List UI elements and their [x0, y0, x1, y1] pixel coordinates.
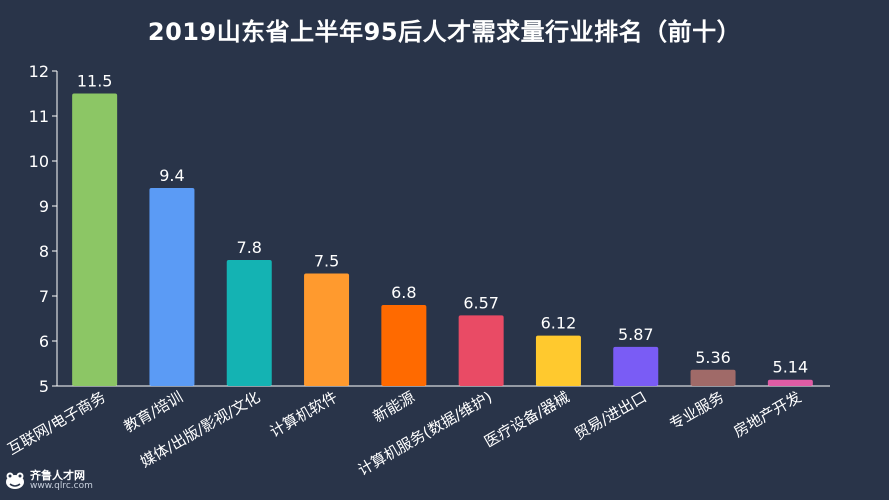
category-label: 互联网/电子商务: [4, 388, 108, 459]
category-label: 教育/培训: [121, 388, 186, 436]
bar: [690, 369, 736, 386]
category-label: 计算机软件: [267, 388, 341, 441]
y-tick-label: 8: [39, 242, 49, 261]
bar: [767, 379, 813, 386]
value-label: 7.8: [237, 238, 262, 257]
value-labels: 11.5 9.4 7.8 7.5 6.8 6.57 6.12 5.87 5.36 5.14: [77, 72, 808, 377]
value-label: 5.87: [618, 325, 654, 344]
y-tick-label: 10: [29, 152, 49, 171]
bar: [535, 335, 581, 386]
value-label: 5.14: [773, 358, 809, 377]
category-label: 专业服务: [666, 388, 727, 434]
value-label: 9.4: [159, 166, 184, 185]
bar: [458, 315, 504, 386]
chart-title: 2019山东省上半年95后人才需求量行业排名（前十）: [147, 18, 742, 46]
bar: [304, 273, 350, 386]
logo-name: 齐鲁人才网: [30, 469, 85, 482]
bar: [381, 305, 427, 386]
site-logo: 齐鲁人才网 www.qlrc.com: [4, 467, 124, 495]
category-label: 贸易/进出口: [571, 388, 649, 444]
logo-url: www.qlrc.com: [30, 481, 93, 491]
y-tick-label: 7: [39, 287, 49, 306]
category-label: 计算机服务(数据/维护): [355, 388, 495, 479]
y-tick-label: 9: [39, 197, 49, 216]
value-label: 7.5: [314, 252, 339, 271]
value-label: 5.36: [695, 348, 731, 367]
y-tick-label: 6: [39, 332, 49, 351]
value-label: 6.57: [463, 293, 499, 312]
bar: [613, 346, 659, 386]
category-label: 新能源: [370, 388, 418, 426]
frog-logo-icon: [6, 472, 24, 489]
y-tick-label: 12: [29, 62, 49, 81]
bar: [72, 93, 118, 386]
bar: [149, 188, 195, 386]
bar: [226, 260, 272, 386]
value-label: 6.12: [541, 314, 577, 333]
value-label: 11.5: [77, 72, 113, 91]
category-label: 医疗设备/器械: [481, 388, 572, 451]
y-tick-label: 5: [39, 377, 49, 396]
category-label: 房地产开发: [730, 388, 804, 441]
bars: [72, 93, 813, 386]
value-label: 6.8: [391, 283, 416, 302]
y-tick-label: 11: [29, 107, 49, 126]
y-axis: 5 6 7 8 9 10 11 12: [29, 62, 830, 396]
